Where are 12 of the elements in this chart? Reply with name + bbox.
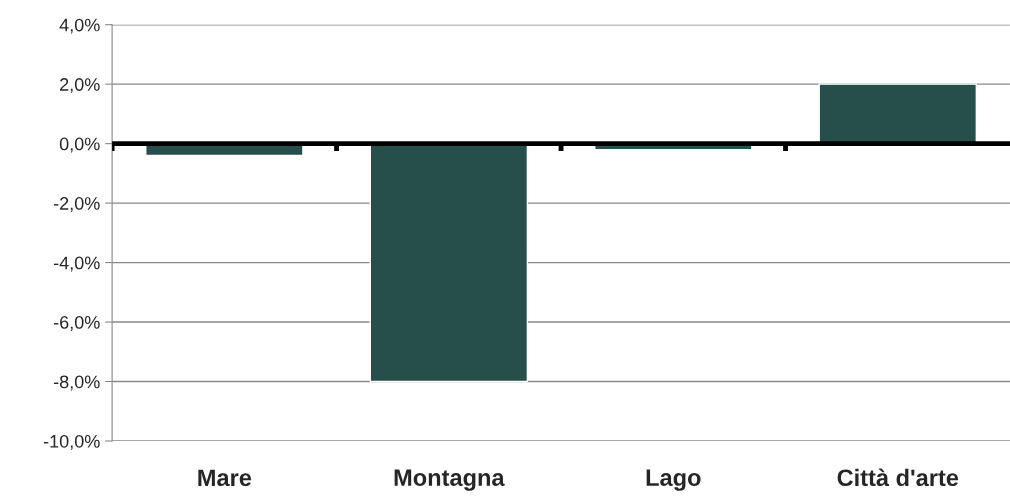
x-tick-label: Montagna [394,469,505,491]
y-tick-label: -4,0% [53,256,100,272]
y-tick-label: -2,0% [53,197,100,212]
y-tick-label: 4,0% [59,18,100,34]
y-tick-label: -6,0% [53,315,100,331]
y-tick-label: 0,0% [59,137,100,153]
y-tick-label: -8,0% [53,375,100,391]
y-tick-label: 2,0% [60,78,100,94]
y-tick-label: -10,0% [43,434,100,450]
x-tick-label: Mare [198,469,252,487]
x-tick-label: Città d'arte [837,468,959,487]
x-tick-label: Lago [646,469,701,491]
